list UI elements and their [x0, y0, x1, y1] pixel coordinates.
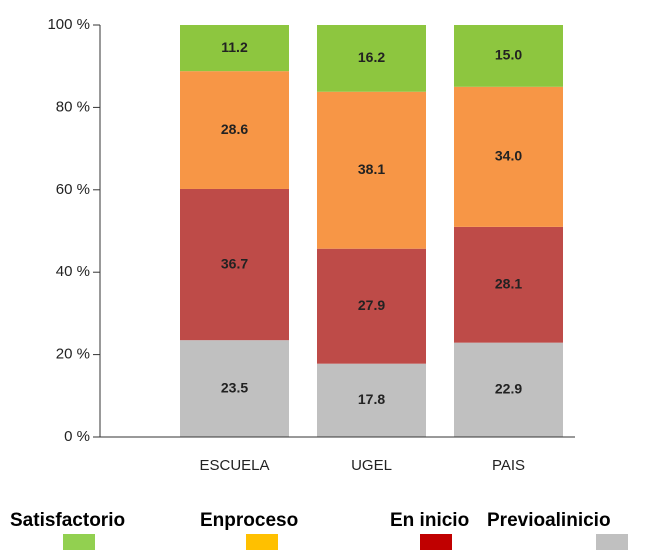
value-label: 34.0 [495, 148, 522, 164]
y-tick-label: 80 % [56, 98, 90, 115]
bar-segment [317, 25, 426, 92]
legend-swatch [63, 534, 95, 550]
x-tick-label: UGEL [351, 457, 392, 474]
legend-label: Enproceso [200, 510, 298, 531]
bar-segment [317, 91, 426, 249]
value-label: 22.9 [495, 381, 522, 397]
bar-segment [317, 363, 426, 437]
bar-segment [454, 342, 563, 437]
bar-segment [180, 71, 289, 189]
bar-segment [454, 25, 563, 87]
bar-segment [180, 340, 289, 437]
bar-segment [317, 248, 426, 364]
legend-swatch [420, 534, 452, 550]
x-tick-label: ESCUELA [199, 457, 269, 474]
legend-swatch [596, 534, 628, 550]
legend-label: En inicio [390, 510, 469, 531]
value-label: 11.2 [221, 39, 248, 55]
value-label: 28.6 [221, 121, 248, 137]
legend-swatch [246, 534, 278, 550]
value-label: 15.0 [495, 47, 522, 63]
y-tick-label: 100 % [47, 16, 90, 33]
value-label: 36.7 [221, 255, 248, 271]
bar-segment [454, 226, 563, 343]
value-label: 28.1 [495, 275, 522, 291]
value-label: 16.2 [358, 49, 385, 65]
y-tick-label: 40 % [56, 263, 90, 280]
y-tick-label: 20 % [56, 346, 90, 363]
bar-segment [180, 188, 289, 341]
x-tick-label: PAIS [492, 457, 525, 474]
value-label: 17.8 [358, 391, 385, 407]
y-tick-label: 60 % [56, 181, 90, 198]
y-tick-label: 0 % [64, 428, 90, 445]
legend-label: Previoalinicio [487, 510, 611, 531]
bar-segment [454, 86, 563, 227]
value-label: 38.1 [358, 161, 385, 177]
bar-segment [180, 25, 289, 72]
value-label: 23.5 [221, 379, 248, 395]
legend-label: Satisfactorio [10, 510, 125, 531]
value-label: 27.9 [358, 297, 385, 313]
